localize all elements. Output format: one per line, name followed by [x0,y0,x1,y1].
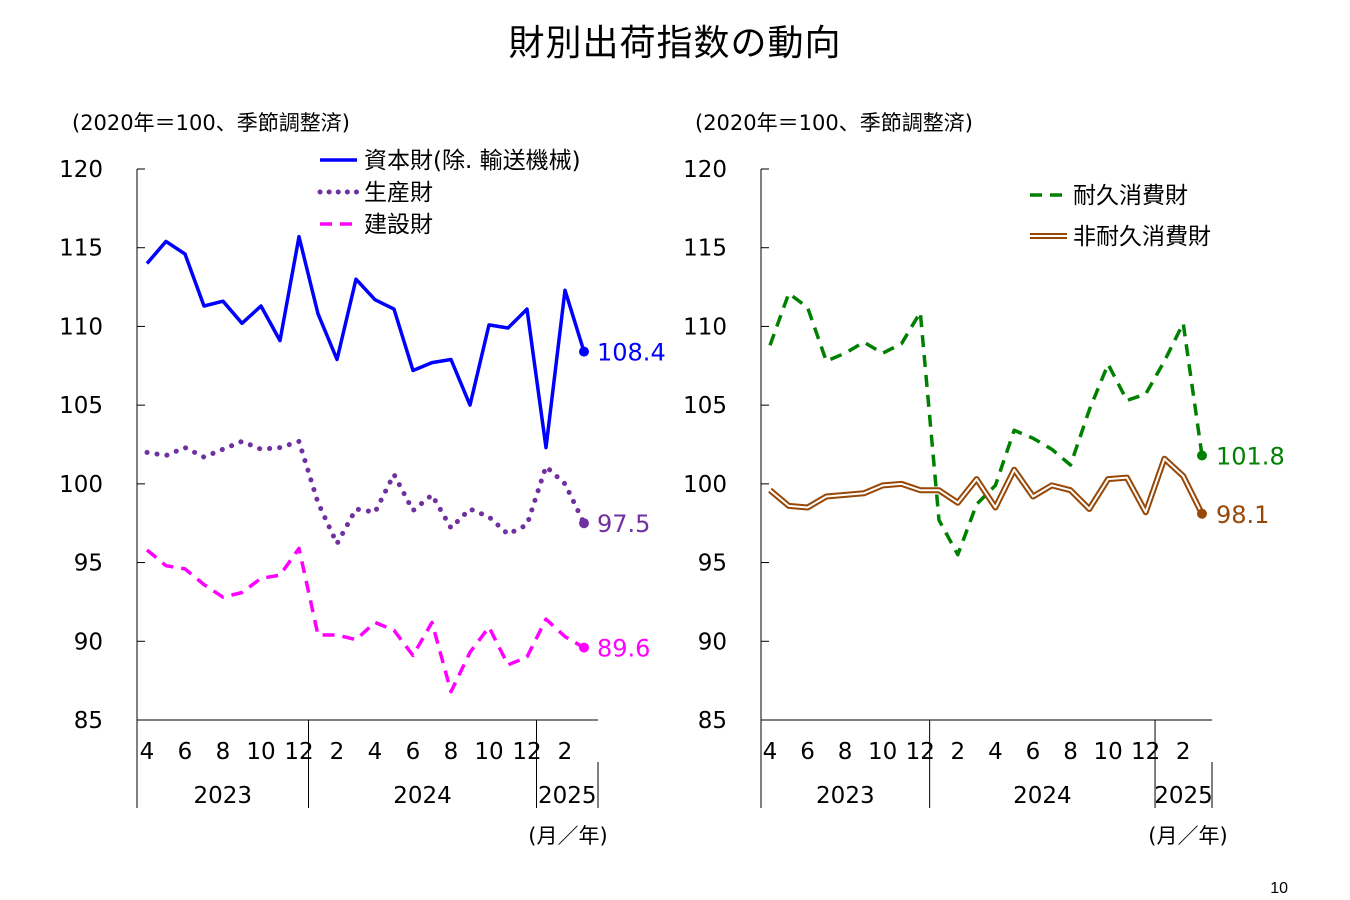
unit-note: (2020年＝100、季節調整済) [695,111,973,135]
y-tick-label: 100 [59,472,103,498]
y-tick-label: 105 [59,393,103,419]
x-tick-label: 6 [1026,739,1041,765]
legend-label: 生産財 [364,180,433,206]
legend-label: 建設財 [364,212,433,238]
series-line-1 [768,291,1204,557]
page-title: 財別出荷指数の動向 [508,23,842,64]
x-tick-label: 4 [763,739,778,765]
x-tick-label: 4 [988,739,1003,765]
y-tick-label: 110 [683,314,727,340]
x-tick-label: 6 [406,739,421,765]
end-point-marker [1197,450,1207,461]
page-number: 10 [1270,880,1288,897]
x-tick-label: 12 [284,739,313,765]
end-point-marker [579,518,589,529]
x-tick-label: 6 [178,739,193,765]
x-tick-label: 12 [906,739,935,765]
end-value-label: 108.4 [597,339,666,367]
y-tick-label: 120 [683,157,727,183]
end-value-label: 101.8 [1216,443,1285,471]
series-line-2 [768,455,1205,516]
x-tick-label: 10 [868,739,897,765]
legend-label: 耐久消費財 [1073,183,1188,209]
x-tick-label: 6 [800,739,815,765]
x-year-label: 2023 [816,783,875,809]
x-tick-label: 8 [838,739,853,765]
x-tick-label: 10 [474,739,503,765]
y-tick-label: 85 [698,708,727,734]
end-value-label: 98.1 [1216,501,1269,529]
legend-label: 資本財(除. 輸送機械) [364,148,581,174]
y-tick-label: 115 [683,236,727,262]
y-tick-label: 95 [74,551,103,577]
series-line-3 [145,546,585,694]
x-tick-label: 8 [1063,739,1078,765]
y-tick-label: 90 [698,629,727,655]
x-axis-label: (月／年) [1148,824,1227,848]
series-line-inner [769,457,1203,515]
x-tick-label: 2 [951,739,966,765]
y-tick-label: 100 [683,472,727,498]
x-tick-label: 8 [444,739,459,765]
x-tick-label: 8 [216,739,231,765]
series-line-2 [144,438,587,547]
x-year-label: 2023 [193,783,252,809]
y-tick-label: 110 [59,314,103,340]
x-tick-label: 10 [1093,739,1122,765]
x-tick-label: 12 [1131,739,1160,765]
end-value-label: 97.5 [597,510,650,538]
x-tick-label: 4 [368,739,383,765]
end-point-marker [579,346,589,357]
end-value-label: 89.6 [597,635,650,663]
y-tick-label: 85 [74,708,103,734]
x-year-label: 2025 [538,783,597,809]
x-tick-label: 2 [1176,739,1191,765]
legend-label: 非耐久消費財 [1073,224,1211,250]
x-tick-label: 12 [512,739,541,765]
x-year-label: 2025 [1154,783,1213,809]
x-tick-label: 2 [558,739,573,765]
x-year-label: 2024 [393,783,452,809]
x-axis-label: (月／年) [528,824,607,848]
y-tick-label: 120 [59,157,103,183]
x-tick-label: 10 [246,739,275,765]
x-tick-label: 4 [140,739,155,765]
y-tick-label: 90 [74,629,103,655]
x-tick-label: 2 [330,739,345,765]
x-year-label: 2024 [1013,783,1072,809]
y-tick-label: 115 [59,236,103,262]
end-point-marker [579,642,589,653]
series-line-1 [145,234,586,450]
end-point-marker [1197,508,1207,519]
y-tick-label: 105 [683,393,727,419]
y-tick-label: 95 [698,551,727,577]
unit-note: (2020年＝100、季節調整済) [72,111,350,135]
